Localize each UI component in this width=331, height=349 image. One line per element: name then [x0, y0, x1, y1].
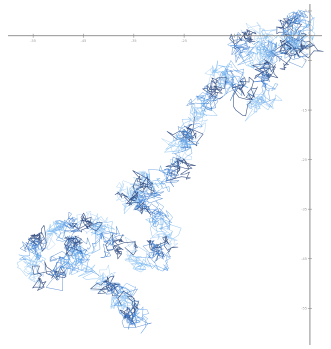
walk-segment — [244, 90, 283, 122]
walk-segment — [142, 240, 171, 263]
walk-segment — [231, 76, 258, 117]
walk-segment — [149, 228, 179, 256]
walk-segment — [278, 10, 309, 33]
walk-segment — [129, 170, 160, 196]
walk-segment — [187, 103, 209, 140]
y-tick-label: -25 — [301, 158, 307, 162]
walk-segment — [227, 36, 259, 66]
walk-segment — [24, 257, 46, 289]
walk-segment — [16, 254, 46, 279]
walk-segment — [240, 21, 274, 51]
walk-segment — [161, 137, 193, 170]
walk-segment — [68, 212, 103, 233]
walk-segment — [63, 236, 91, 260]
walk-segment — [135, 240, 171, 272]
walk-segment — [24, 225, 47, 252]
x-tick-label: -25 — [181, 39, 187, 43]
walk-segment — [174, 126, 194, 160]
y-tick-label: -35 — [301, 207, 307, 211]
y-tick-label: 5 — [305, 9, 307, 13]
walk-segment — [52, 216, 80, 257]
walk-segment — [102, 280, 138, 303]
walk-segment — [147, 200, 173, 231]
walk-segment — [128, 306, 149, 334]
x-tick-label: -45 — [81, 39, 87, 43]
x-tick-label: -15 — [232, 39, 238, 43]
walk-segment — [159, 156, 182, 188]
walk-segment — [52, 253, 80, 277]
walk-segment — [250, 49, 276, 75]
walk-segment — [45, 251, 71, 291]
walk-segment — [129, 245, 159, 273]
y-tick-label: -55 — [301, 307, 307, 311]
walk-segment — [212, 60, 236, 81]
y-tick-label: -5 — [303, 59, 307, 63]
walk-segment — [19, 237, 43, 261]
walk-segment — [74, 211, 108, 236]
walk-segment — [186, 80, 223, 112]
walk-segment — [44, 220, 66, 235]
walk-segment — [19, 236, 48, 257]
y-tick-label: -15 — [301, 108, 307, 112]
walk-segment — [223, 60, 249, 97]
axes-group — [8, 4, 322, 345]
walk-segment — [64, 235, 83, 257]
walk-segment — [57, 211, 80, 243]
walk-segment — [248, 74, 279, 108]
walk-segment — [31, 261, 66, 291]
walk-segment — [59, 248, 87, 276]
walk-segment — [116, 180, 143, 211]
x-tick-label: -35 — [131, 39, 137, 43]
walk-segment — [246, 88, 270, 113]
y-tick-label: -45 — [301, 257, 307, 261]
walk-segment — [202, 77, 227, 100]
walk-segment — [252, 63, 272, 91]
x-tick-label: -55 — [30, 39, 36, 43]
y-ticks-group: 5 -5 -15 -25 -35 -45 -55 — [301, 9, 312, 311]
walk-segment — [288, 9, 314, 34]
walk-segment — [113, 289, 141, 321]
walk-segment — [140, 165, 170, 192]
walk-segment — [165, 157, 196, 182]
walk-segment — [252, 59, 279, 82]
walk-segment — [90, 264, 116, 294]
walk-segment — [277, 22, 301, 51]
walk-segment — [110, 290, 140, 315]
walk-segment — [284, 31, 303, 53]
x-ticks-group: -55 -45 -35 -25 -15 -5 — [30, 33, 287, 43]
walk-segment — [105, 234, 138, 260]
x-tick-label: -5 — [283, 39, 287, 43]
walk-segment — [204, 66, 235, 89]
walk-segment — [258, 39, 280, 65]
walk-segment — [132, 170, 155, 194]
walk-segment — [229, 32, 250, 63]
walk-segment — [67, 235, 96, 267]
walk-segment — [91, 225, 125, 259]
walk-segment — [29, 222, 64, 253]
walk-path-group — [16, 9, 324, 334]
walk-segment — [242, 44, 271, 69]
walk-segment — [133, 200, 167, 228]
